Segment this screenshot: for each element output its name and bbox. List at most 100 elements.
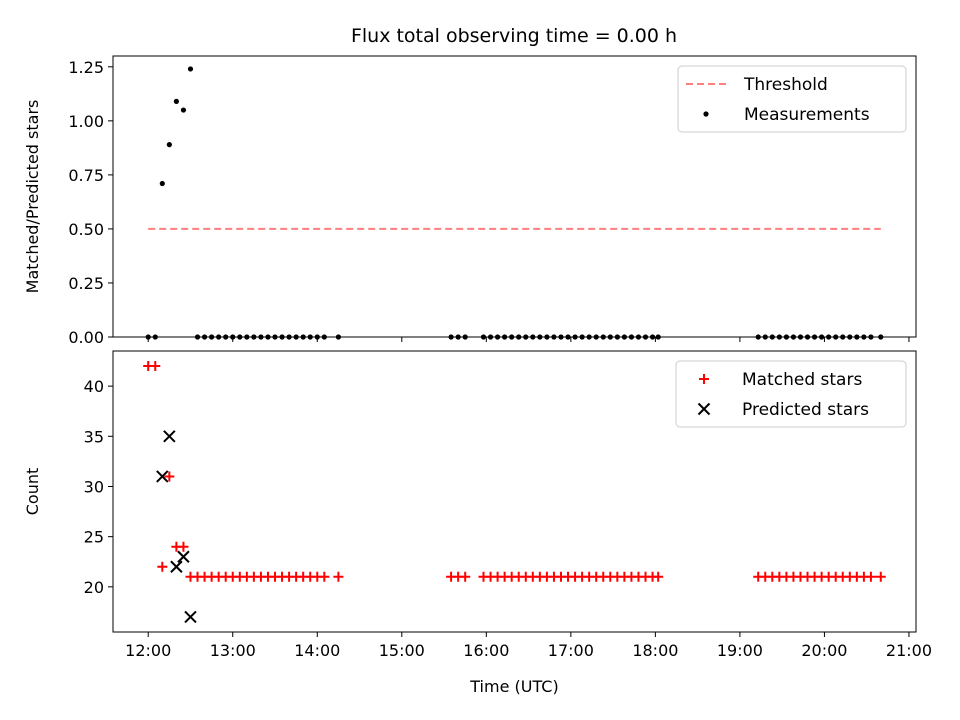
y-tick-label: 1.00: [68, 112, 104, 131]
measurements-point: [579, 334, 585, 340]
measurements-point: [523, 334, 529, 340]
measurements-point: [251, 334, 257, 340]
predicted-stars-point: [163, 430, 176, 443]
measurements-point: [607, 334, 613, 340]
measurements-point: [335, 334, 342, 340]
measurements-point: [544, 334, 550, 340]
plot-frame: [112, 350, 917, 633]
measurements-point: [279, 334, 285, 340]
x-tick-label: 18:00: [632, 641, 678, 660]
matched-stars-point: [460, 571, 471, 582]
measurements-point: [755, 334, 761, 340]
measurements-point: [530, 334, 536, 340]
x-tick-label: 17:00: [548, 641, 594, 660]
measurements-point: [187, 66, 194, 72]
measurements-point: [642, 334, 649, 340]
x-tick-label: 16:00: [463, 641, 509, 660]
measurements-point: [194, 334, 201, 340]
measurements-point: [321, 334, 327, 340]
matched-stars-point: [178, 541, 189, 552]
measurements-point: [783, 334, 789, 340]
measurements-point: [861, 334, 867, 340]
measurements-point: [480, 334, 487, 340]
measurements-point: [173, 98, 179, 104]
y-tick-label: 35: [84, 427, 104, 446]
x-tick-label: 20:00: [801, 641, 847, 660]
chart-panel-top: 0.00 0.25 0.50 0.75 1.00 1.25 Matched/Predicte…: [23, 55, 917, 347]
y-tick-label: 0.00: [68, 328, 104, 347]
measurements-point: [516, 334, 522, 340]
x-tick-label: 15:00: [379, 641, 425, 660]
measurements-point: [628, 334, 635, 340]
measurements-point: [854, 334, 860, 340]
matched-stars-point: [653, 571, 664, 582]
y-tick-label: 30: [84, 477, 104, 496]
measurements-point: [551, 334, 557, 340]
measurements-point: [462, 334, 468, 340]
measurements-point: [265, 334, 271, 340]
measurements-point: [826, 334, 832, 340]
legend-label: Measurements: [744, 105, 870, 125]
legend-box: [677, 65, 907, 133]
measurements-point: [833, 334, 839, 340]
measurements-point: [159, 180, 165, 187]
measurements-point: [230, 334, 236, 340]
predicted-stars-point: [170, 560, 183, 573]
measurements-point: [635, 334, 642, 340]
measurements-point: [307, 334, 313, 340]
x-tick-label: 13:00: [210, 641, 256, 660]
measurements-point: [649, 334, 656, 340]
measurements-point: [293, 334, 299, 340]
measurements-point: [509, 334, 515, 340]
measurements-point: [223, 334, 229, 340]
measurements-point: [614, 334, 620, 340]
measurements-point: [762, 334, 768, 340]
measurements-point: [216, 334, 222, 340]
measurements-point: [769, 334, 775, 340]
predicted-stars-point: [177, 550, 190, 563]
x-tick-label: 19:00: [717, 641, 763, 660]
measurements-point: [586, 334, 592, 340]
measurements-point: [272, 334, 278, 340]
legend-label: Matched stars: [742, 370, 862, 390]
y-tick-label: 20: [84, 578, 104, 597]
matched-stars-point: [157, 561, 168, 572]
measurements-point: [448, 334, 454, 340]
predicted-stars-point: [156, 470, 169, 483]
matched-stars-point: [865, 571, 876, 582]
matched-stars-point: [319, 571, 330, 582]
y-tick-label: 0.25: [68, 274, 104, 293]
measurements-point: [286, 334, 292, 340]
measurements-point: [776, 334, 782, 340]
y-axis-label: Count: [23, 468, 42, 516]
measurements-point: [655, 334, 661, 340]
y-tick-label: 40: [84, 377, 104, 396]
measurements-point: [314, 334, 320, 340]
measurements-point: [840, 334, 846, 340]
measurements-point: [455, 334, 461, 340]
measurements-point: [819, 334, 825, 340]
x-tick-label: 21:00: [886, 641, 932, 660]
measurements-point: [180, 107, 187, 113]
y-axis-label: Matched/Predicted stars: [23, 100, 42, 294]
x-tick-label: 12:00: [125, 641, 171, 660]
matched-stars-point: [875, 571, 886, 582]
measurements-point: [145, 334, 151, 340]
measurements-point: [878, 334, 884, 340]
figure-title: Flux total observing time = 0.00 h: [351, 25, 677, 47]
y-tick-label: 0.75: [68, 166, 104, 185]
legend-matched-stars-swatch: [699, 374, 709, 384]
legend-label: Predicted stars: [742, 400, 869, 420]
plot-frame: [112, 55, 917, 338]
measurements-point: [152, 334, 158, 340]
measurements-point: [244, 334, 250, 340]
measurements-point: [201, 334, 208, 340]
matched-stars-point: [164, 471, 175, 482]
x-tick-label: 14:00: [294, 641, 340, 660]
measurements-point: [790, 334, 797, 340]
measurements-point: [537, 334, 543, 340]
matched-stars-point: [150, 361, 161, 372]
y-tick-label: 25: [84, 528, 104, 547]
y-tick-label: 1.25: [68, 58, 104, 77]
